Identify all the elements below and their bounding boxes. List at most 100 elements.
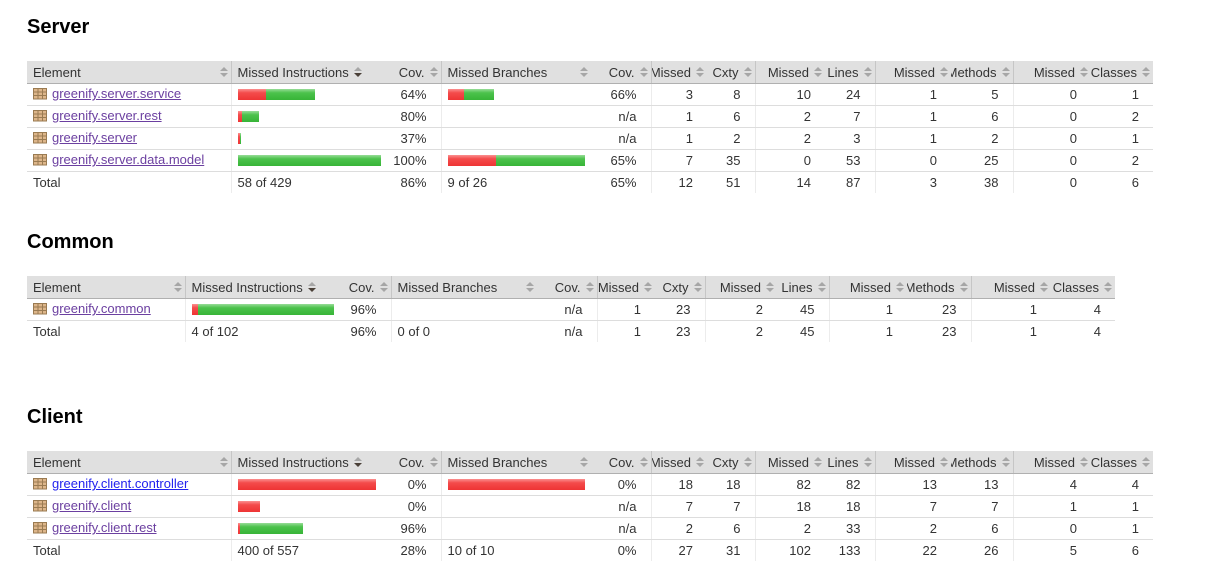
total-missed-cxty: 1	[597, 321, 655, 343]
total-label: Total	[27, 321, 185, 343]
col-header-methods-10[interactable]: Methods	[951, 61, 1013, 84]
col-header-missed-11[interactable]: Missed	[971, 276, 1051, 299]
package-link[interactable]: greenify.client	[52, 498, 131, 513]
col-header-cxty-6[interactable]: Cxty	[707, 451, 755, 474]
missed-methods-value: 0	[875, 150, 951, 172]
col-header-missed-5[interactable]: Missed	[597, 276, 655, 299]
instr-cov-value: 96%	[387, 518, 441, 540]
branch-cov-value: 0%	[591, 474, 651, 496]
col-header-cov-2[interactable]: Cov.	[387, 61, 441, 84]
col-header-missed-11[interactable]: Missed	[1013, 61, 1091, 84]
col-header-element-0[interactable]: Element	[27, 276, 185, 299]
coverage-bar	[448, 155, 586, 166]
col-header-element-0[interactable]: Element	[27, 451, 231, 474]
methods-value: 7	[951, 496, 1013, 518]
total-cxty: 31	[707, 540, 755, 561]
cxty-value: 7	[707, 496, 755, 518]
col-header-label: Methods	[951, 455, 997, 470]
col-header-methods-10[interactable]: Methods	[907, 276, 971, 299]
col-header-methods-10[interactable]: Methods	[951, 451, 1013, 474]
col-header-missed-9[interactable]: Missed	[875, 451, 951, 474]
col-header-missed-11[interactable]: Missed	[1013, 451, 1091, 474]
sort-icon	[580, 457, 588, 467]
col-header-classes-12[interactable]: Classes	[1091, 61, 1153, 84]
col-header-missed-branches-3[interactable]: Missed Branches	[441, 61, 591, 84]
col-header-classes-12[interactable]: Classes	[1051, 276, 1115, 299]
col-header-lines-8[interactable]: Lines	[825, 451, 875, 474]
missed-lines-value: 2	[755, 106, 825, 128]
col-header-missed-7[interactable]: Missed	[755, 451, 825, 474]
branch-cov-value: 66%	[591, 84, 651, 106]
col-header-cov-4[interactable]: Cov.	[591, 451, 651, 474]
package-icon	[33, 109, 47, 125]
missed-classes-value: 0	[1013, 518, 1091, 540]
col-header-missed-5[interactable]: Missed	[651, 61, 707, 84]
col-header-lines-8[interactable]: Lines	[777, 276, 829, 299]
missed-branches-bar-cell	[441, 150, 591, 172]
package-link[interactable]: greenify.client.controller	[52, 476, 188, 491]
package-link[interactable]: greenify.server.service	[52, 86, 181, 101]
sort-icon	[430, 67, 438, 77]
branch-cov-value: n/a	[591, 496, 651, 518]
branch-cov-value: n/a	[591, 518, 651, 540]
col-header-missed-instructions-1[interactable]: Missed Instructions	[231, 451, 387, 474]
missed-methods-value: 2	[875, 518, 951, 540]
cxty-value: 35	[707, 150, 755, 172]
missed-branches-bar-cell	[441, 496, 591, 518]
coverage-bar	[192, 304, 334, 315]
col-header-missed-instructions-1[interactable]: Missed Instructions	[231, 61, 387, 84]
col-header-classes-12[interactable]: Classes	[1091, 451, 1153, 474]
col-header-missed-instructions-1[interactable]: Missed Instructions	[185, 276, 339, 299]
missed-methods-value: 1	[829, 299, 907, 321]
package-link[interactable]: greenify.server	[52, 130, 137, 145]
col-header-missed-9[interactable]: Missed	[875, 61, 951, 84]
col-header-lines-8[interactable]: Lines	[825, 61, 875, 84]
col-header-cov-4[interactable]: Cov.	[537, 276, 597, 299]
missed-cxty-value: 3	[651, 84, 707, 106]
col-header-missed-branches-3[interactable]: Missed Branches	[391, 276, 537, 299]
branch-cov-value: n/a	[537, 299, 597, 321]
missed-bar-segment	[238, 501, 260, 512]
sort-icon	[220, 457, 228, 467]
sort-icon	[896, 282, 904, 292]
sort-icon	[940, 67, 948, 77]
col-header-label: Missed	[994, 280, 1035, 295]
col-header-cxty-6[interactable]: Cxty	[707, 61, 755, 84]
col-header-missed-9[interactable]: Missed	[829, 276, 907, 299]
col-header-cov-2[interactable]: Cov.	[387, 451, 441, 474]
col-header-missed-branches-3[interactable]: Missed Branches	[441, 451, 591, 474]
missed-instructions-bar-cell	[231, 496, 387, 518]
covered-bar-segment	[266, 89, 315, 100]
col-header-label: Missed	[651, 65, 691, 80]
covered-bar-segment	[242, 111, 259, 122]
methods-value: 2	[951, 128, 1013, 150]
classes-value: 1	[1091, 84, 1153, 106]
missed-classes-value: 0	[1013, 150, 1091, 172]
package-link[interactable]: greenify.common	[52, 301, 151, 316]
col-header-cxty-6[interactable]: Cxty	[655, 276, 705, 299]
col-header-label: Element	[33, 455, 81, 470]
col-header-cov-2[interactable]: Cov.	[339, 276, 391, 299]
col-header-label: Lines	[827, 455, 858, 470]
package-icon	[33, 302, 47, 318]
total-missed-instructions: 400 of 557	[231, 540, 387, 561]
instr-cov-value: 100%	[387, 150, 441, 172]
sort-icon	[580, 67, 588, 77]
package-link[interactable]: greenify.client.rest	[52, 520, 157, 535]
package-link[interactable]: greenify.server.rest	[52, 108, 162, 123]
branch-cov-value: n/a	[591, 128, 651, 150]
col-header-missed-5[interactable]: Missed	[651, 451, 707, 474]
col-header-cov-4[interactable]: Cov.	[591, 61, 651, 84]
missed-cxty-value: 7	[651, 496, 707, 518]
missed-bar-segment	[238, 479, 376, 490]
col-header-missed-7[interactable]: Missed	[755, 61, 825, 84]
covered-bar-segment	[240, 133, 241, 144]
col-header-element-0[interactable]: Element	[27, 61, 231, 84]
total-missed-methods: 22	[875, 540, 951, 561]
col-header-missed-7[interactable]: Missed	[705, 276, 777, 299]
package-link[interactable]: greenify.server.data.model	[52, 152, 204, 167]
total-missed-cxty: 12	[651, 172, 707, 194]
covered-bar-segment	[238, 155, 381, 166]
